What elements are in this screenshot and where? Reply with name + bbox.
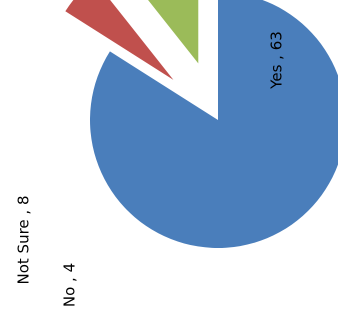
slice-label-yes: Yes , 63 (268, 31, 286, 90)
pie-slice-not-sure (148, 0, 199, 64)
pie-slice-no (65, 0, 174, 80)
pie-slice-yes (90, 0, 338, 248)
pie-slices (65, 0, 338, 248)
slice-label-no: No , 4 (61, 263, 79, 307)
slice-label-not-sure: Not Sure , 8 (15, 196, 33, 285)
